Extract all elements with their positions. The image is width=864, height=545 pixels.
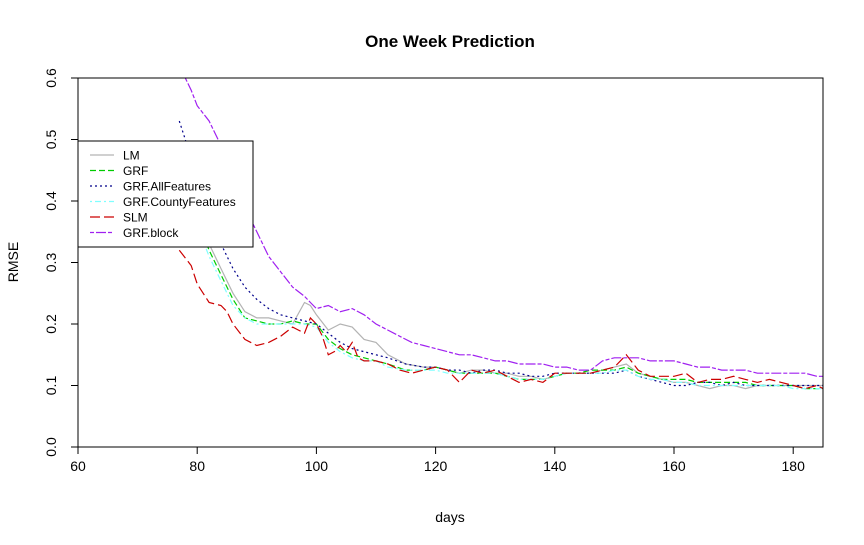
legend-label-grf-block: GRF.block xyxy=(123,226,179,240)
legend-label-lm: LM xyxy=(123,149,140,163)
x-tick-label: 80 xyxy=(189,458,205,474)
legend-label-grf: GRF xyxy=(123,164,148,178)
series-line-grf-block xyxy=(184,78,823,377)
series-line-grf-countyfeatures xyxy=(178,163,823,390)
x-axis-label: days xyxy=(435,509,465,525)
x-tick-label: 60 xyxy=(70,458,86,474)
series-line-lm xyxy=(178,151,823,390)
chart-title: One Week Prediction xyxy=(365,32,535,51)
legend-label-grf-countyfeatures: GRF.CountyFeatures xyxy=(123,195,236,209)
series-line-grf-allfeatures xyxy=(178,120,823,387)
y-tick-label: 0.5 xyxy=(43,130,59,150)
series-line-slm xyxy=(178,249,823,390)
x-tick-label: 120 xyxy=(424,458,448,474)
x-tick-label: 160 xyxy=(662,458,686,474)
legend-box xyxy=(77,140,254,248)
x-tick-label: 180 xyxy=(782,458,806,474)
y-tick-label: 0.3 xyxy=(43,253,59,273)
y-tick-label: 0.0 xyxy=(43,437,59,457)
y-tick-label: 0.4 xyxy=(43,191,59,211)
plot-frame xyxy=(77,77,824,448)
x-tick-label: 100 xyxy=(305,458,329,474)
legend-label-grf-allfeatures: GRF.AllFeatures xyxy=(123,180,211,194)
y-tick-label: 0.1 xyxy=(43,376,59,396)
y-tick-label: 0.6 xyxy=(43,68,59,88)
y-tick-label: 0.2 xyxy=(43,314,59,334)
legend-label-slm: SLM xyxy=(123,211,148,225)
series-layer xyxy=(178,78,823,390)
axes-layer: 60 80 100 120 140 160 180 0.0 0.1 0.2 0.3 0.4 0.5 0.6 xyxy=(43,68,805,474)
x-tick-label: 140 xyxy=(543,458,567,474)
series-line-grf xyxy=(178,157,823,390)
y-axis-label: RMSE xyxy=(5,242,21,282)
